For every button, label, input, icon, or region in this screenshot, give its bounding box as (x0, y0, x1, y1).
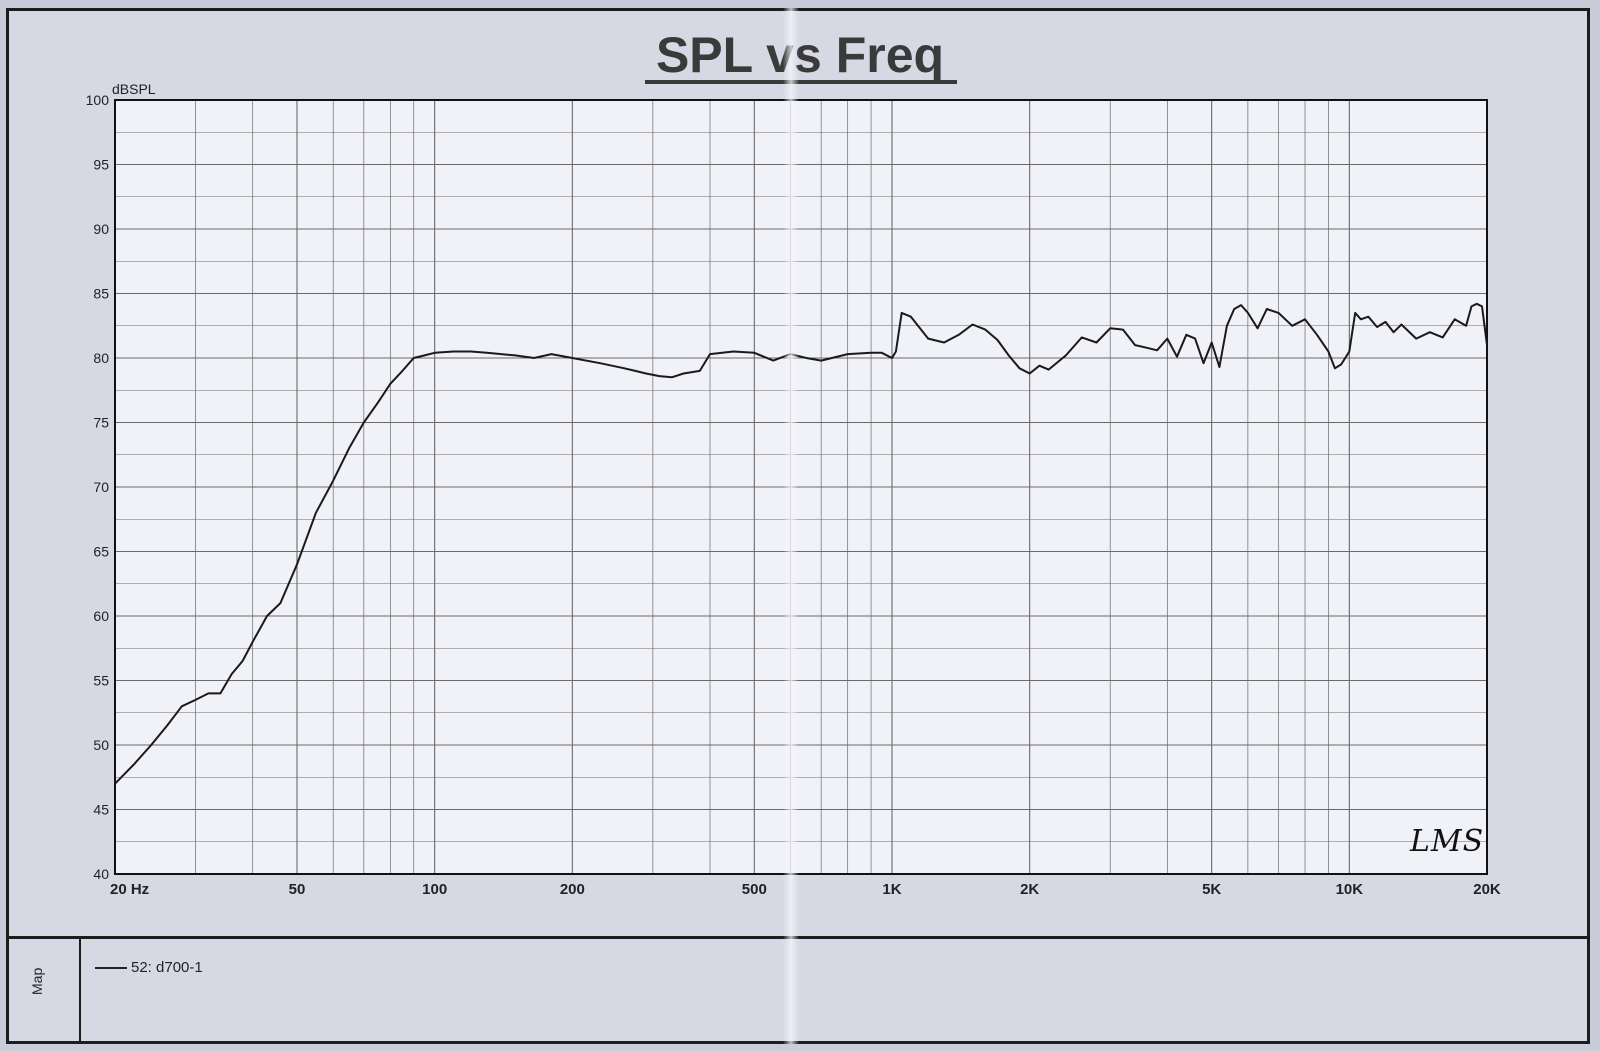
x-tick-label: 200 (560, 881, 585, 898)
x-tick-label: 10K (1336, 881, 1364, 898)
x-tick-label: 5K (1202, 881, 1221, 898)
legend-line-swatch (95, 966, 127, 969)
legend-entry: 52: d700-1 (95, 959, 203, 976)
x-tick-label: 20K (1473, 881, 1501, 898)
legend-entry-label: 52: d700-1 (131, 959, 203, 976)
y-tick-label: 50 (93, 737, 109, 753)
x-tick-label: 20 Hz (110, 881, 149, 898)
y-tick-label: 95 (93, 157, 109, 173)
x-tick-label: 50 (289, 881, 306, 898)
y-tick-label: 70 (93, 479, 109, 495)
y-tick-label: 40 (93, 866, 109, 882)
chart-title: SPL vs Freq (655, 27, 945, 83)
legend-side-tab: Map (9, 939, 81, 1041)
x-tick-label: 1K (882, 881, 901, 898)
y-tick-label: 60 (93, 608, 109, 624)
y-tick-label: 90 (93, 221, 109, 237)
x-tick-label: 100 (422, 881, 447, 898)
y-tick-label: 65 (93, 544, 109, 560)
y-tick-label: 55 (93, 673, 109, 689)
y-tick-label: 45 (93, 802, 109, 818)
x-tick-label: 500 (742, 881, 767, 898)
y-axis-label: dBSPL (112, 81, 156, 97)
series-line-d700-1 (114, 302, 1488, 785)
legend-panel: Map 52: d700-1 (6, 936, 1590, 1044)
y-tick-label: 75 (93, 415, 109, 431)
y-tick-label: 80 (93, 350, 109, 366)
y-tick-label: 85 (93, 286, 109, 302)
plot-frame (114, 99, 1488, 875)
x-tick-label: 2K (1020, 881, 1039, 898)
lms-signature: LMS (1410, 824, 1485, 859)
title-underline (645, 80, 957, 84)
y-tick-label: 100 (86, 92, 110, 108)
legend-side-label: Map (29, 967, 45, 995)
